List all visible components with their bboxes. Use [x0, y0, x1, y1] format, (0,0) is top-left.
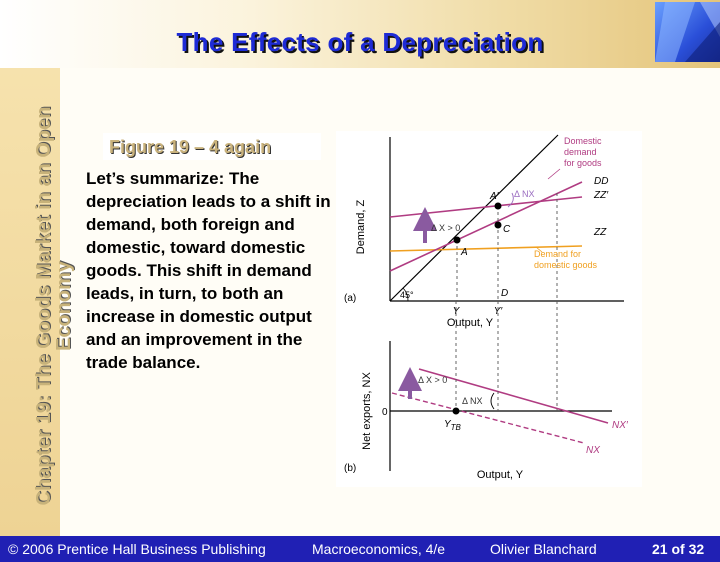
tick-y: Y	[453, 306, 461, 317]
label-a-prime: A′	[489, 191, 500, 202]
figure-svg: Demand, Z (a) Output, Y 45° ZZ ZZ′ DD A …	[344, 134, 629, 481]
figure-19-4: Demand, Z (a) Output, Y 45° ZZ ZZ′ DD A …	[336, 131, 642, 487]
nx-label: NX	[586, 445, 600, 456]
footer-book: Macroeconomics, 4/e	[312, 541, 446, 557]
summary-text: Let’s summarize: The depreciation leads …	[86, 169, 331, 372]
point-a	[453, 236, 461, 244]
panel-b-letter: (b)	[344, 463, 356, 474]
corner-logo-graphic	[655, 2, 720, 62]
panel-a-delta-nx: Δ NX	[514, 189, 535, 199]
panel-b-y-axis-label: Net exports, NX	[361, 372, 373, 450]
chapter-title-vertical: Chapter 19: The Goods Market in an Open …	[33, 106, 75, 506]
domestic-demand-label-2: demand	[564, 147, 597, 157]
footer-page-number: 21 of 32	[652, 541, 705, 557]
domestic-demand-label-1: Domestic	[564, 136, 602, 146]
panel-a-y-axis-label: Demand, Z	[355, 200, 367, 255]
panel-b-delta-nx-bracket	[490, 392, 495, 410]
domestic-demand-pointer	[547, 168, 561, 180]
45-degree-line	[389, 134, 559, 302]
nx-prime-label: NX′	[612, 420, 629, 431]
footer-publisher: © 2006 Prentice Hall Business Publishing	[8, 541, 266, 557]
header-band	[0, 0, 720, 68]
panel-b-x-axis-label: Output, Y	[477, 469, 524, 481]
panel-b-delta-nx: Δ NX	[462, 396, 483, 406]
demand-domestic-label-2: domestic goods	[534, 260, 598, 270]
tick-y-prime: Y′	[494, 306, 504, 317]
panel-a-delta-x: Δ X > 0	[431, 223, 460, 233]
angle-label: 45°	[400, 290, 414, 300]
label-d: D	[501, 288, 508, 299]
corner-logo	[655, 2, 720, 62]
label-c: C	[503, 224, 511, 235]
delta-nx-bracket	[507, 192, 514, 208]
point-a-prime	[494, 202, 502, 210]
label-a: A	[460, 247, 468, 258]
point-c	[494, 221, 502, 229]
angle-arc	[402, 287, 409, 302]
demand-domestic-label-1: Demand for	[534, 249, 581, 259]
sidebar-band	[0, 68, 60, 536]
slide-title: The Effects of a Depreciation	[176, 27, 544, 57]
panel-a-x-axis-label: Output, Y	[447, 317, 494, 329]
figure-label: Figure 19 – 4 again	[109, 137, 272, 157]
figure-label-box: Figure 19 – 4 again	[103, 133, 321, 160]
domestic-demand-label-3: for goods	[564, 158, 602, 168]
nx-prime-line	[418, 368, 609, 424]
zz-prime-line	[389, 196, 583, 218]
footer-bar: © 2006 Prentice Hall Business Publishing…	[0, 536, 720, 562]
zz-prime-label: ZZ′	[593, 190, 609, 201]
point-ytb	[452, 407, 460, 415]
dd-line	[389, 181, 583, 272]
demand-domestic-pointer	[535, 246, 543, 253]
footer-author: Olivier Blanchard	[490, 541, 597, 557]
panel-a-letter: (a)	[344, 293, 356, 304]
nx-line	[391, 392, 585, 444]
dd-label: DD	[594, 176, 608, 187]
zz-line	[389, 245, 583, 252]
tick-ytb: YTB	[444, 419, 462, 432]
panel-b-delta-x: Δ X > 0	[418, 375, 447, 385]
zz-label: ZZ	[593, 227, 607, 238]
panel-b-zero: 0	[382, 407, 388, 418]
